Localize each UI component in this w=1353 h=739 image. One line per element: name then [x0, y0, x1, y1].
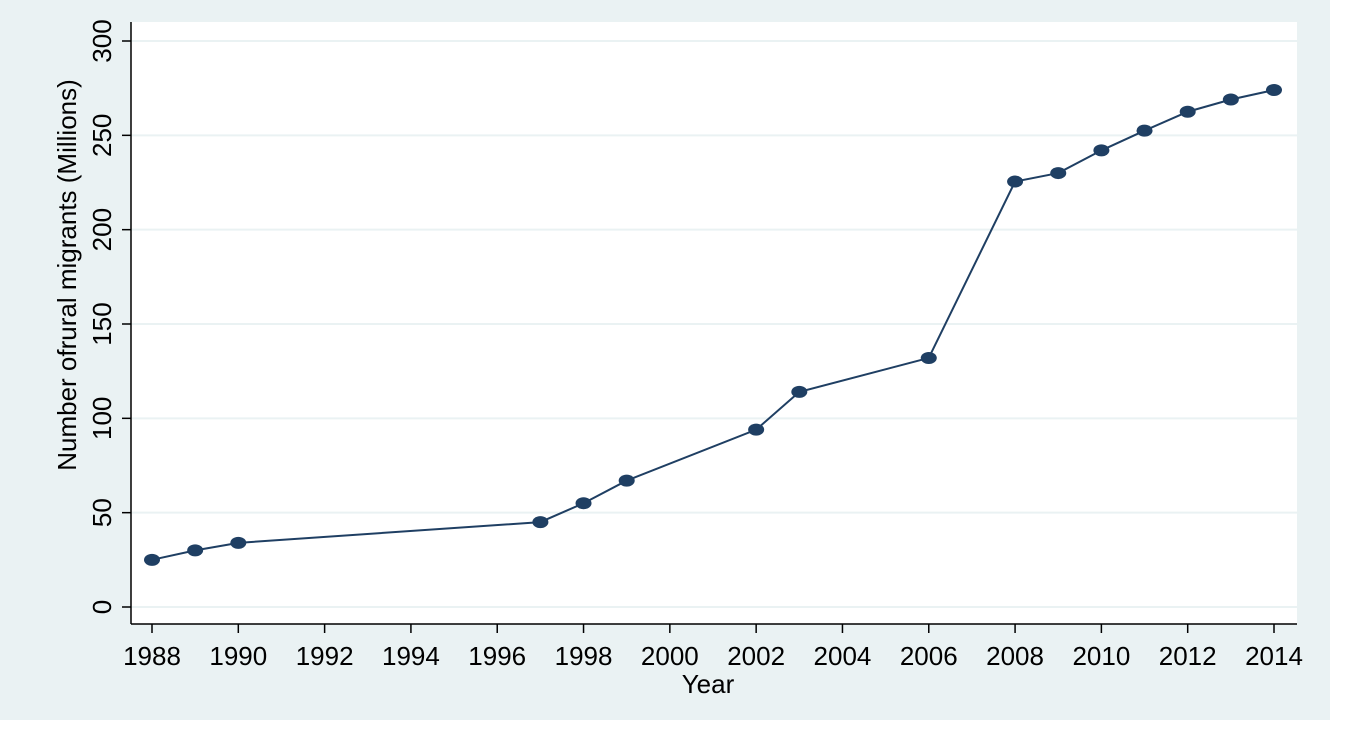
data-point: [144, 553, 160, 566]
y-tick-label: 250: [87, 114, 117, 157]
data-point: [187, 544, 204, 557]
x-tick-label: 1992: [296, 641, 354, 671]
x-tick-label: 2012: [1159, 641, 1217, 671]
data-point: [1222, 93, 1239, 106]
y-tick-label: 100: [87, 397, 117, 440]
data-point: [791, 385, 808, 398]
series-layer: [144, 84, 1282, 566]
x-tick-label: 1988: [123, 641, 181, 671]
gridlines: [131, 40, 1297, 608]
y-tick-label: 150: [87, 302, 117, 345]
y-tick-label: 300: [87, 19, 117, 62]
y-axis-ticks: 0 50 100 150 200 250 300: [87, 19, 131, 614]
data-point: [1266, 84, 1282, 97]
x-tick-label: 1996: [468, 641, 526, 671]
series-line: [151, 89, 1275, 561]
y-tick-label: 50: [87, 498, 117, 527]
x-axis-title: Year: [682, 669, 735, 699]
data-point: [1093, 144, 1110, 157]
y-axis-title: Number ofrural migrants (Millions): [52, 79, 82, 471]
data-point: [1007, 175, 1024, 188]
data-point: [532, 516, 549, 529]
data-point: [748, 423, 765, 436]
x-tick-label: 2008: [986, 641, 1044, 671]
data-point: [1050, 167, 1067, 180]
x-tick-label: 2010: [1072, 641, 1130, 671]
data-point: [1136, 124, 1153, 137]
x-tick-label: 2004: [814, 641, 872, 671]
x-tick-label: 2000: [641, 641, 699, 671]
x-axis-ticks: 1988 1990 1992 1994 1996 1998 2000 2002 2004 2006…: [123, 624, 1303, 671]
chart-figure: 0 50 100 150 200 250 300 1988 1990 1992 1994 1996 1…: [0, 0, 1330, 720]
data-point: [575, 497, 592, 510]
y-tick-label: 200: [87, 208, 117, 251]
x-tick-label: 1994: [382, 641, 440, 671]
x-tick-label: 2014: [1245, 641, 1303, 671]
x-tick-label: 1990: [209, 641, 267, 671]
x-tick-label: 2002: [727, 641, 785, 671]
data-point: [618, 474, 635, 487]
data-point: [1179, 105, 1196, 118]
x-tick-label: 1998: [555, 641, 613, 671]
x-tick-label: 2006: [900, 641, 958, 671]
data-point: [230, 536, 247, 549]
data-point: [920, 351, 937, 364]
y-tick-label: 0: [87, 600, 117, 614]
